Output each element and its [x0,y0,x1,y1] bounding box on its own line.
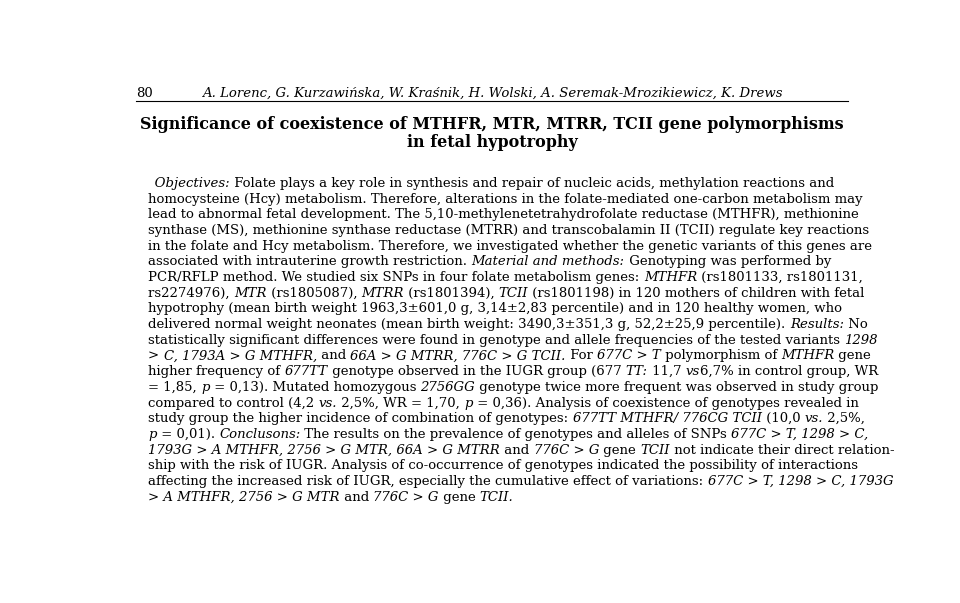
Text: = 0,01).: = 0,01). [156,428,219,441]
Text: polymorphism of: polymorphism of [660,350,781,362]
Text: MTHFR: MTHFR [644,271,697,284]
Text: TT:: TT: [626,365,648,378]
Text: in fetal hypotrophy: in fetal hypotrophy [407,134,577,151]
Text: study group the higher incidence of combination of genotypes:: study group the higher incidence of comb… [148,412,573,425]
Text: (rs1805087),: (rs1805087), [267,286,361,300]
Text: PCR/RFLP method. We studied six SNPs in four folate metabolism genes:: PCR/RFLP method. We studied six SNPs in … [148,271,644,284]
Text: 2,5%, WR = 1,70,: 2,5%, WR = 1,70, [337,397,464,409]
Text: 66A > G MTRR, 776C > G TCII.: 66A > G MTRR, 776C > G TCII. [350,350,565,362]
Text: compared to control (4,2: compared to control (4,2 [148,397,319,409]
Text: hypotrophy (mean birth weight 1963,3±601,0 g, 3,14±2,83 percentile) and in 120 h: hypotrophy (mean birth weight 1963,3±601… [148,302,842,315]
Text: > A MTHFR, 2756 > G MTR: > A MTHFR, 2756 > G MTR [148,491,340,504]
Text: 677TT MTHFR/ 776CG TCII: 677TT MTHFR/ 776CG TCII [573,412,761,425]
Text: 11,7: 11,7 [648,365,685,378]
Text: genotype twice more frequent was observed in study group: genotype twice more frequent was observe… [475,381,878,394]
Text: and: and [340,491,373,504]
Text: TCII.: TCII. [480,491,514,504]
Text: Conclusons:: Conclusons: [219,428,300,441]
Text: 677C > T, 1298 > C, 1793G: 677C > T, 1298 > C, 1793G [708,475,893,488]
Text: TCII: TCII [640,444,669,456]
Text: 776C > G: 776C > G [534,444,599,456]
Text: lead to abnormal fetal development. The 5,10-methylenetetrahydrofolate reductase: lead to abnormal fetal development. The … [148,208,859,221]
Text: gene: gene [599,444,640,456]
Text: and: and [317,350,350,362]
Text: vs.: vs. [804,412,823,425]
Text: MTR: MTR [234,286,267,300]
Text: delivered normal weight neonates (mean birth weight: 3490,3±351,3 g, 52,2±25,9 p: delivered normal weight neonates (mean b… [148,318,790,331]
Text: = 1,85,: = 1,85, [148,381,202,394]
Text: not indicate their direct relation-: not indicate their direct relation- [669,444,894,456]
Text: Folate plays a key role in synthesis and repair of nucleic acids, methylation re: Folate plays a key role in synthesis and… [229,177,834,190]
Text: No: No [844,318,868,331]
Text: 1793G > A MTHFR, 2756 > G MTR, 66A > G MTRR: 1793G > A MTHFR, 2756 > G MTR, 66A > G M… [148,444,500,456]
Text: Genotyping was performed by: Genotyping was performed by [625,255,831,268]
Text: (10,0: (10,0 [761,412,804,425]
Text: Objectives:: Objectives: [148,177,229,190]
Text: in the folate and Hcy metabolism. Therefore, we investigated whether the genetic: in the folate and Hcy metabolism. Theref… [148,239,873,253]
Text: The results on the prevalence of genotypes and alleles of SNPs: The results on the prevalence of genotyp… [300,428,732,441]
Text: homocysteine (Hcy) metabolism. Therefore, alterations in the folate-mediated one: homocysteine (Hcy) metabolism. Therefore… [148,192,863,206]
Text: 677C > T: 677C > T [597,350,660,362]
Text: associated with intrauterine growth restriction.: associated with intrauterine growth rest… [148,255,471,268]
Text: rs2274976),: rs2274976), [148,286,234,300]
Text: Material and methods:: Material and methods: [471,255,625,268]
Text: Results:: Results: [790,318,844,331]
Text: p: p [464,397,472,409]
Text: 677C > T, 1298 > C,: 677C > T, 1298 > C, [732,428,869,441]
Text: 776C > G: 776C > G [373,491,439,504]
Text: 1298: 1298 [845,334,878,347]
Text: gene: gene [439,491,480,504]
Text: p: p [148,428,156,441]
Text: (rs1801394),: (rs1801394), [404,286,498,300]
Text: Significance of coexistence of MTHFR, MTR, MTRR, TCII gene polymorphisms: Significance of coexistence of MTHFR, MT… [140,116,844,133]
Text: TCII: TCII [498,286,528,300]
Text: 6,7% in control group, WR: 6,7% in control group, WR [700,365,878,378]
Text: vs.: vs. [319,397,337,409]
Text: 2756GG: 2756GG [420,381,475,394]
Text: MTHFR: MTHFR [781,350,834,362]
Text: gene: gene [834,350,871,362]
Text: = 0,36). Analysis of coexistence of genotypes revealed in: = 0,36). Analysis of coexistence of geno… [472,397,858,409]
Text: genotype observed in the IUGR group (677: genotype observed in the IUGR group (677 [327,365,626,378]
Text: 677TT: 677TT [285,365,327,378]
Text: vs: vs [685,365,700,378]
Text: MTRR: MTRR [361,286,404,300]
Text: and: and [500,444,534,456]
Text: statistically significant differences were found in genotype and allele frequenc: statistically significant differences we… [148,334,845,347]
Text: 2,5%,: 2,5%, [823,412,865,425]
Text: C, 1793A > G MTHFR,: C, 1793A > G MTHFR, [163,350,317,362]
Text: ship with the risk of IUGR. Analysis of co-occurrence of genotypes indicated the: ship with the risk of IUGR. Analysis of … [148,459,858,472]
Text: (rs1801198) in 120 mothers of children with fetal: (rs1801198) in 120 mothers of children w… [528,286,865,300]
Text: = 0,13). Mutated homozygous: = 0,13). Mutated homozygous [209,381,420,394]
Text: >: > [148,350,163,362]
Text: synthase (MS), methionine synthase reductase (MTRR) and transcobalamin II (TCII): synthase (MS), methionine synthase reduc… [148,224,870,237]
Text: A. Lorenc, G. Kurzawińska, W. Kraśnik, H. Wolski, A. Seremak-Mrozikiewicz, K. Dr: A. Lorenc, G. Kurzawińska, W. Kraśnik, H… [202,87,782,100]
Text: For: For [565,350,597,362]
Text: 80: 80 [136,87,153,100]
Text: p: p [202,381,209,394]
Text: (rs1801133, rs1801131,: (rs1801133, rs1801131, [697,271,863,284]
Text: affecting the increased risk of IUGR, especially the cumulative effect of variat: affecting the increased risk of IUGR, es… [148,475,708,488]
Text: higher frequency of: higher frequency of [148,365,285,378]
